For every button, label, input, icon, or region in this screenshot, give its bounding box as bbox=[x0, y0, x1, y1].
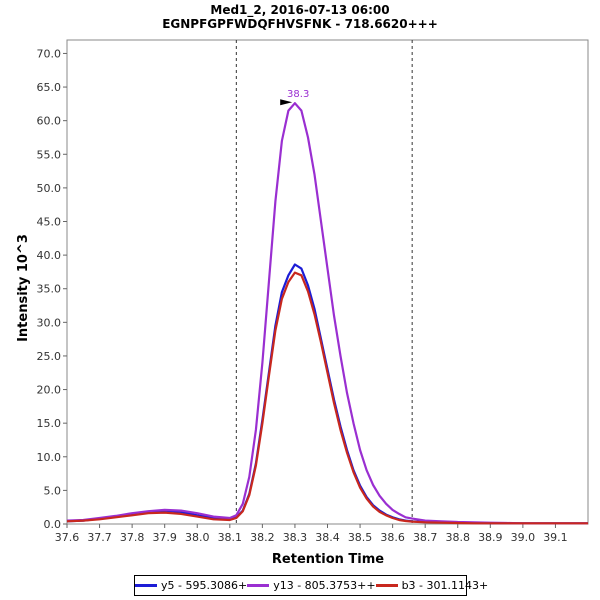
x-tick-label: 38.7 bbox=[413, 531, 438, 544]
y-tick-label: 65.0 bbox=[37, 81, 62, 94]
legend-label: y5 - 595.3086+ bbox=[161, 579, 248, 592]
y-tick-label: 35.0 bbox=[37, 283, 62, 296]
x-tick-label: 37.7 bbox=[87, 531, 112, 544]
y-tick-label: 70.0 bbox=[37, 47, 62, 60]
y-tick-label: 55.0 bbox=[37, 148, 62, 161]
peak-label: 38.3 bbox=[287, 89, 309, 100]
x-tick-label: 37.8 bbox=[120, 531, 145, 544]
legend-item: y5 - 595.3086+ bbox=[135, 579, 247, 592]
legend-label: y13 - 805.3753++ bbox=[273, 579, 376, 592]
y-axis-title: Intensity 10^3 bbox=[16, 234, 31, 342]
legend-item: y13 - 805.3753++ bbox=[247, 579, 376, 592]
x-tick-label: 39.0 bbox=[511, 531, 536, 544]
x-tick-label: 37.6 bbox=[55, 531, 80, 544]
y-tick-label: 5.0 bbox=[44, 484, 62, 497]
series-line-2 bbox=[66, 271, 588, 525]
x-tick-label: 38.6 bbox=[380, 531, 405, 544]
x-tick-label: 39.1 bbox=[543, 531, 568, 544]
x-tick-label: 38.2 bbox=[250, 531, 275, 544]
peak-marker-icon bbox=[280, 99, 293, 106]
legend-swatch bbox=[247, 584, 270, 587]
chart-title: Med1_2, 2016-07-13 06:00 bbox=[210, 3, 390, 17]
legend-swatch bbox=[135, 584, 157, 587]
y-tick-label: 30.0 bbox=[37, 316, 62, 329]
series-line-1 bbox=[66, 102, 588, 525]
x-tick-label: 38.9 bbox=[478, 531, 503, 544]
plot-frame bbox=[66, 39, 589, 525]
series-line-0 bbox=[66, 263, 588, 525]
y-tick-label: 25.0 bbox=[37, 350, 62, 363]
x-tick-label: 38.4 bbox=[315, 531, 340, 544]
x-axis-title: Retention Time bbox=[272, 552, 384, 567]
y-tick-label: 10.0 bbox=[37, 451, 62, 464]
x-tick-label: 38.8 bbox=[446, 531, 471, 544]
legend: y5 - 595.3086+ y13 - 805.3753++ b3 - 301.1… bbox=[134, 575, 488, 596]
legend-item: b3 - 301.1143+ bbox=[375, 579, 489, 592]
x-tick-label: 38.1 bbox=[218, 531, 243, 544]
y-tick-label: 20.0 bbox=[37, 384, 62, 397]
x-tick-label: 38.5 bbox=[348, 531, 373, 544]
y-tick-label: 0.0 bbox=[44, 518, 62, 531]
legend-label: b3 - 301.1143+ bbox=[401, 579, 489, 592]
chart-subtitle: EGNPFGPFWDQFHVSFNK - 718.6620+++ bbox=[162, 17, 438, 31]
legend-swatch bbox=[375, 584, 398, 587]
y-tick-label: 40.0 bbox=[37, 249, 62, 262]
x-tick-label: 38.3 bbox=[283, 531, 308, 544]
x-tick-label: 38.0 bbox=[185, 531, 210, 544]
y-tick-label: 45.0 bbox=[37, 216, 62, 229]
y-tick-label: 50.0 bbox=[37, 182, 62, 195]
y-tick-label: 15.0 bbox=[37, 417, 62, 430]
x-tick-label: 37.9 bbox=[152, 531, 177, 544]
y-tick-label: 60.0 bbox=[37, 115, 62, 128]
